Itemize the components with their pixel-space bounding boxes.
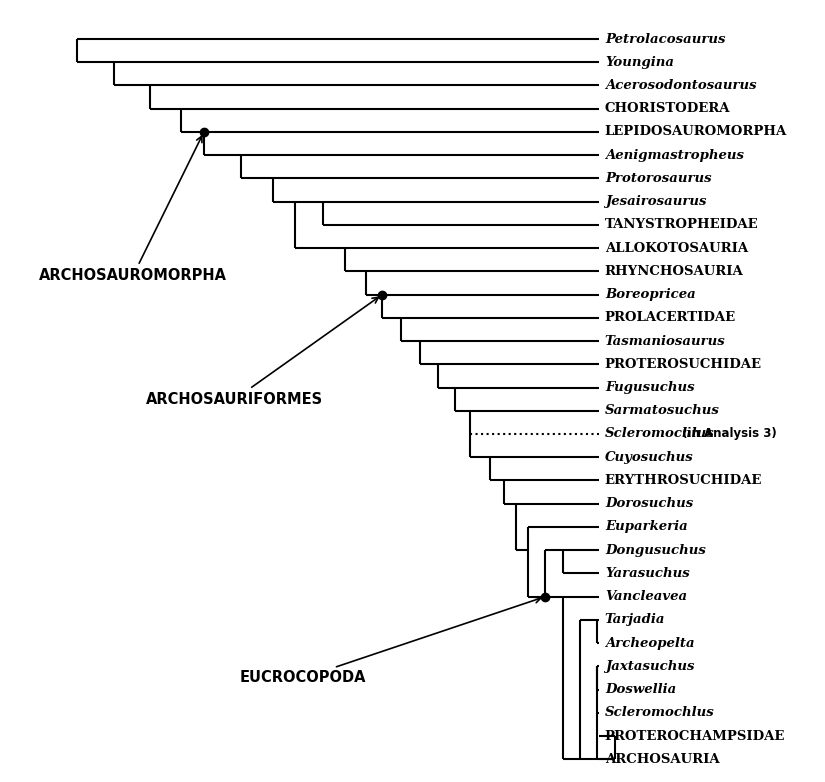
Text: Jesairosaurus: Jesairosaurus: [605, 196, 706, 208]
Text: Acerosodontosaurus: Acerosodontosaurus: [605, 79, 757, 92]
Text: ARCHOSAUROMORPHA: ARCHOSAUROMORPHA: [39, 136, 227, 284]
Text: Sarmatosuchus: Sarmatosuchus: [605, 404, 719, 418]
Text: RHYNCHOSAURIA: RHYNCHOSAURIA: [605, 265, 743, 278]
Text: ARCHOSAURIA: ARCHOSAURIA: [605, 753, 719, 766]
Text: Dorosuchus: Dorosuchus: [605, 497, 693, 510]
Text: Protorosaurus: Protorosaurus: [605, 172, 711, 185]
Text: PROLACERTIDAE: PROLACERTIDAE: [605, 311, 736, 325]
Text: ARCHOSAURIFORMES: ARCHOSAURIFORMES: [146, 297, 379, 407]
Text: PROTEROCHAMPSIDAE: PROTEROCHAMPSIDAE: [605, 730, 785, 743]
Text: Boreopricea: Boreopricea: [605, 288, 695, 301]
Text: Youngina: Youngina: [605, 56, 674, 69]
Text: PROTEROSUCHIDAE: PROTEROSUCHIDAE: [605, 358, 761, 371]
Text: Tasmaniosaurus: Tasmaniosaurus: [605, 335, 726, 347]
Text: Yarasuchus: Yarasuchus: [605, 567, 690, 580]
Text: CHORISTODERA: CHORISTODERA: [605, 102, 730, 115]
Text: Doswellia: Doswellia: [605, 683, 676, 696]
Text: (in Analysis 3): (in Analysis 3): [677, 428, 776, 440]
Text: Tarjadia: Tarjadia: [605, 613, 665, 626]
Text: Scleromochlus: Scleromochlus: [605, 428, 714, 440]
Text: Archeopelta: Archeopelta: [605, 637, 695, 650]
Text: EUCROCOPODA: EUCROCOPODA: [240, 597, 541, 686]
Text: Cuyosuchus: Cuyosuchus: [605, 450, 694, 464]
Text: Aenigmastropheus: Aenigmastropheus: [605, 149, 744, 162]
Text: LEPIDOSAUROMORPHA: LEPIDOSAUROMORPHA: [605, 125, 787, 138]
Text: Jaxtasuchus: Jaxtasuchus: [605, 660, 695, 673]
Text: Petrolacosaurus: Petrolacosaurus: [605, 33, 725, 45]
Text: Euparkeria: Euparkeria: [605, 520, 687, 533]
Text: TANYSTROPHEIDAE: TANYSTROPHEIDAE: [605, 218, 758, 231]
Text: ERYTHROSUCHIDAE: ERYTHROSUCHIDAE: [605, 474, 762, 487]
Text: Vancleavea: Vancleavea: [605, 590, 687, 603]
Text: Dongusuchus: Dongusuchus: [605, 543, 705, 557]
Text: Fugusuchus: Fugusuchus: [605, 381, 695, 394]
Text: Scleromochlus: Scleromochlus: [605, 706, 714, 719]
Text: ALLOKOTOSAURIA: ALLOKOTOSAURIA: [605, 242, 748, 255]
